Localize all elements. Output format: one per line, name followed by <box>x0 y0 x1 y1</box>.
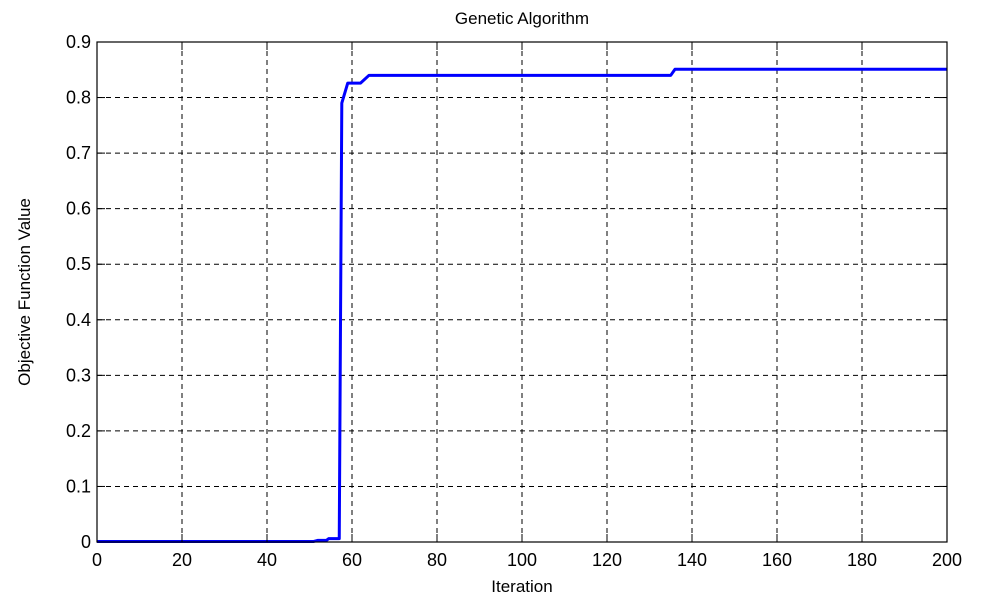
ticks: 0 20 40 60 80 100 120 140 160 180 200 0 0.1 0.2 0.3 0.4… <box>66 32 962 570</box>
chart-title: Genetic Algorithm <box>455 9 589 28</box>
y-tick-label: 0 <box>81 532 91 552</box>
x-axis-label: Iteration <box>491 577 552 596</box>
x-tick-label: 120 <box>592 550 622 570</box>
y-tick-label: 0.3 <box>66 365 91 385</box>
grid <box>97 42 947 542</box>
x-tick-label: 20 <box>172 550 192 570</box>
x-tick-label: 140 <box>677 550 707 570</box>
y-tick-label: 0.5 <box>66 254 91 274</box>
series-line <box>97 67 947 543</box>
y-tick-label: 0.6 <box>66 199 91 219</box>
x-tick-label: 180 <box>847 550 877 570</box>
x-tick-label: 100 <box>507 550 537 570</box>
x-tick-label: 200 <box>932 550 962 570</box>
x-tick-label: 40 <box>257 550 277 570</box>
y-tick-label: 0.9 <box>66 32 91 52</box>
y-tick-label: 0.7 <box>66 143 91 163</box>
y-tick-label: 0.4 <box>66 310 91 330</box>
x-tick-label: 80 <box>427 550 447 570</box>
y-tick-label: 0.2 <box>66 421 91 441</box>
y-tick-label: 0.8 <box>66 88 91 108</box>
y-tick-label: 0.1 <box>66 476 91 496</box>
y-axis-label: Objective Function Value <box>15 198 34 386</box>
x-tick-label: 160 <box>762 550 792 570</box>
series-layer <box>97 67 947 543</box>
x-tick-label: 0 <box>92 550 102 570</box>
x-tick-label: 60 <box>342 550 362 570</box>
